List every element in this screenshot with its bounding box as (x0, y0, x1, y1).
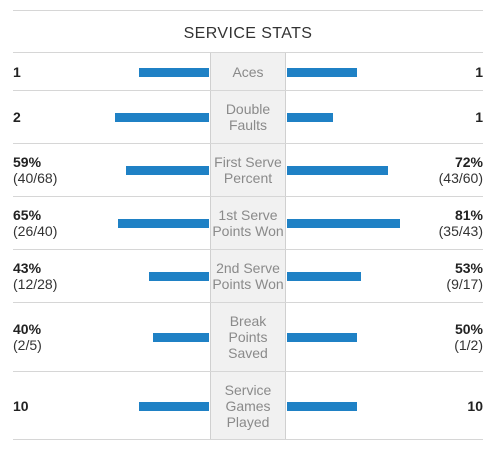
right-stat-bar (287, 219, 400, 228)
left-value-main: 10 (13, 397, 29, 414)
stat-row: 2 Double Faults 1 (13, 91, 483, 144)
stat-row: 59% (40/68) First Serve Percent 72% (43/60) (13, 144, 483, 197)
right-value-main: 1 (475, 109, 483, 125)
right-value-main: 1 (475, 63, 483, 80)
left-stat-bar (126, 166, 209, 175)
stat-label: First Serve Percent (214, 154, 282, 186)
left-value-main: 2 (13, 109, 21, 125)
right-value-detail: (1/2) (454, 337, 483, 353)
right-value-detail: (35/43) (438, 223, 483, 239)
left-value-main: 40% (13, 321, 42, 337)
right-value-main: 50% (454, 321, 483, 337)
service-stats-panel: SERVICE STATS 1 Aces 1 2 Double Faults 1 59% (4… (13, 10, 483, 440)
right-player-value: 10 (467, 398, 483, 414)
left-stat-bar (118, 219, 209, 228)
left-player-value: 59% (40/68) (13, 154, 57, 186)
right-player-value: 72% (43/60) (439, 154, 483, 186)
section-title: SERVICE STATS (183, 24, 313, 42)
stat-label: 2nd Serve Points Won (212, 260, 284, 292)
right-player-value: 53% (9/17) (446, 260, 483, 292)
stat-row: 65% (26/40) 1st Serve Points Won 81% (35/43) (13, 197, 483, 250)
stat-row: 1 Aces 1 (13, 53, 483, 91)
stat-label-column (210, 53, 286, 440)
right-player-value: 50% (1/2) (454, 321, 483, 353)
right-stat-bar (287, 67, 357, 77)
right-player-value: 1 (475, 109, 483, 125)
stat-label: 1st Serve Points Won (212, 207, 284, 239)
left-value-detail: (12/28) (13, 276, 58, 292)
stat-row: 40% (2/5) Break Points Saved 50% (1/2) (13, 303, 483, 372)
right-player-value: 1 (475, 64, 483, 80)
left-value-detail: (26/40) (13, 223, 58, 239)
left-value-detail: (2/5) (13, 337, 42, 353)
right-value-main: 81% (454, 207, 483, 223)
right-stat-bar (287, 272, 361, 281)
right-stat-bar (287, 166, 388, 175)
left-value-detail: (40/68) (13, 170, 58, 186)
stat-label: Service Games Played (224, 381, 272, 430)
left-player-value: 10 (13, 398, 29, 414)
right-player-value: 81% (35/43) (439, 207, 483, 239)
right-stat-bar (287, 113, 333, 122)
left-value-main: 59% (13, 154, 42, 170)
right-value-main: 53% (454, 260, 483, 276)
right-stat-bar (287, 333, 357, 342)
stat-label: Break Points Saved (228, 313, 268, 361)
left-player-value: 1 (13, 64, 21, 80)
left-value-main: 65% (13, 207, 42, 223)
left-player-value: 43% (12/28) (13, 260, 57, 292)
right-value-detail: (9/17) (446, 276, 483, 292)
stats-rows: 1 Aces 1 2 Double Faults 1 59% (40/68) First Ser… (13, 53, 483, 440)
left-stat-bar (139, 67, 209, 77)
section-header: SERVICE STATS (13, 10, 483, 53)
right-value-main: 10 (467, 397, 483, 414)
left-player-value: 65% (26/40) (13, 207, 57, 239)
left-value-main: 1 (13, 63, 21, 80)
left-stat-bar (139, 401, 209, 411)
left-player-value: 2 (13, 109, 21, 125)
right-value-detail: (43/60) (438, 170, 483, 186)
left-player-value: 40% (2/5) (13, 321, 42, 353)
right-stat-bar (287, 401, 357, 411)
stat-label: Aces (232, 63, 264, 80)
stat-row: 43% (12/28) 2nd Serve Points Won 53% (9/17) (13, 250, 483, 303)
left-stat-bar (149, 272, 209, 281)
left-stat-bar (115, 113, 209, 122)
left-value-main: 43% (13, 260, 42, 276)
stat-label: Double Faults (225, 101, 271, 133)
right-value-main: 72% (454, 154, 483, 170)
left-stat-bar (153, 333, 209, 342)
stat-row: 10 Service Games Played 10 (13, 372, 483, 440)
